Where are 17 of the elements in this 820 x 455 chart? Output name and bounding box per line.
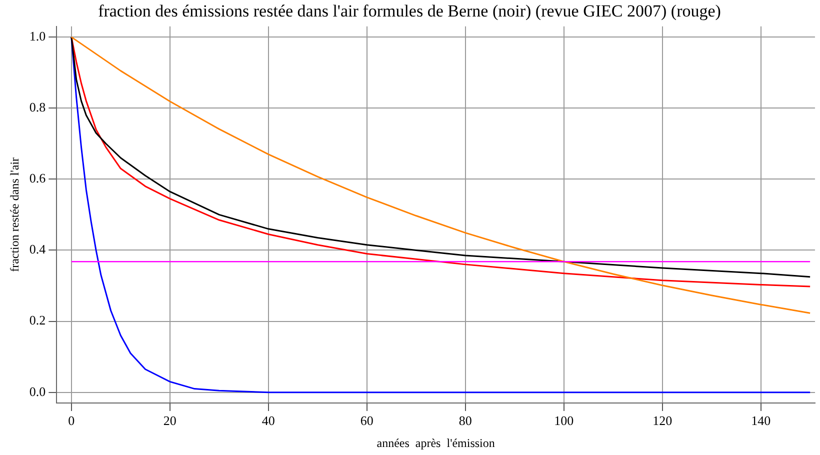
x-tick-label: 100 <box>554 413 574 428</box>
x-tick-label: 140 <box>751 413 771 428</box>
y-axis-title: fraction restée dans l'air <box>7 157 22 272</box>
chart-title: fraction des émissions restée dans l'air formules de Berne (noir) (revue GIEC 2007) (rouge) <box>98 2 721 21</box>
y-tick-label: 0.4 <box>29 242 46 257</box>
x-tick-label: 0 <box>68 413 75 428</box>
y-tick-label: 0.0 <box>29 384 46 399</box>
x-axis-title: années après l'émission <box>376 436 495 450</box>
x-tick-label: 120 <box>652 413 672 428</box>
x-tick-label: 20 <box>163 413 176 428</box>
y-tick-label: 0.6 <box>29 170 46 186</box>
x-tick-label: 60 <box>360 413 374 428</box>
y-tick-label: 1.0 <box>29 28 46 44</box>
y-tick-label: 0.2 <box>29 312 46 328</box>
y-tick-label: 0.8 <box>29 100 46 115</box>
x-tick-label: 80 <box>458 413 472 428</box>
x-tick-label: 40 <box>262 413 275 428</box>
